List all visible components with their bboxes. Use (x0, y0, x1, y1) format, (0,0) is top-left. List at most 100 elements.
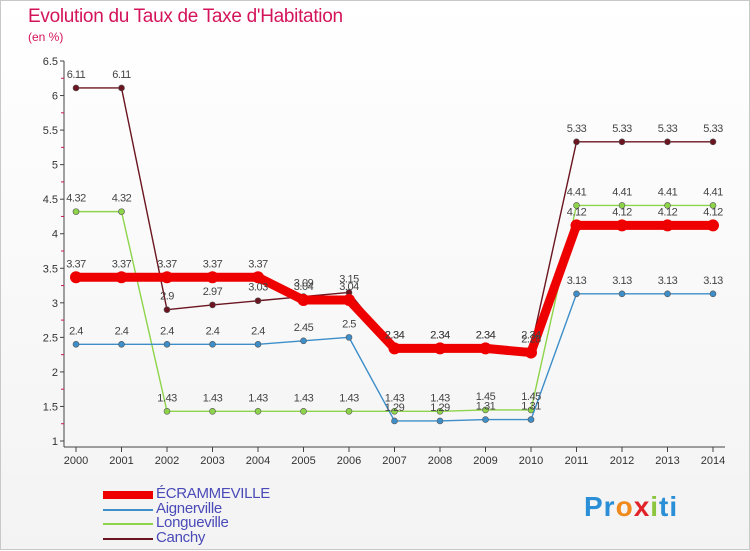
data-point-écrammeville (707, 219, 719, 232)
data-label: 2.9 (160, 291, 174, 303)
data-label: 3.13 (703, 275, 723, 287)
data-point-longueville (391, 407, 398, 415)
data-point-aignerville (573, 290, 580, 298)
data-point-canchy (72, 84, 80, 92)
legend-label: ÉCRAMMEVILLE (156, 485, 270, 502)
data-label: 2.4 (251, 325, 265, 337)
chart-title: Evolution du Taux de Taxe d'Habitation (28, 6, 343, 27)
data-label: 2.34 (521, 329, 541, 341)
data-label: 2.34 (476, 329, 496, 341)
data-label: 1.45 (521, 391, 541, 403)
data-label: 1.43 (248, 392, 268, 404)
logo-letters: o (615, 491, 634, 522)
data-point-canchy (618, 138, 626, 146)
data-label: 1.29 (385, 402, 405, 414)
data-label: 4.12 (703, 206, 723, 218)
data-point-longueville (209, 407, 216, 415)
data-point-aignerville (664, 290, 671, 298)
data-label: 4.41 (703, 186, 723, 198)
data-point-écrammeville (616, 219, 628, 232)
data-point-longueville (664, 202, 671, 209)
y-tick-label: 2.5 (43, 332, 58, 344)
data-label: 4.32 (66, 193, 86, 205)
x-tick-label: 2010 (519, 455, 543, 467)
y-tick-label: 5 (52, 160, 58, 172)
data-label: 5.33 (612, 123, 632, 135)
logo-letters: Pr (584, 491, 616, 522)
legend-swatch (103, 491, 153, 499)
data-point-canchy (664, 138, 671, 146)
data-label: 4.12 (567, 206, 587, 218)
x-tick-label: 2001 (109, 455, 133, 467)
data-label: 3.03 (248, 282, 268, 294)
data-label: 2.97 (203, 286, 223, 298)
data-point-longueville (345, 407, 353, 415)
logo-letters: ti (659, 491, 679, 522)
x-tick-label: 2005 (291, 455, 315, 467)
x-tick-label: 2007 (382, 455, 406, 467)
logo-letters: i (650, 491, 660, 522)
legend-label: Aignerville (156, 499, 222, 517)
data-point-aignerville (163, 340, 171, 348)
data-label: 2.4 (115, 325, 129, 337)
x-tick-label: 2006 (337, 455, 361, 467)
x-tick-label: 2009 (473, 455, 497, 467)
data-label: 1.43 (339, 392, 359, 404)
data-label: 5.33 (703, 123, 723, 135)
logo-letters: x (633, 491, 651, 522)
y-tick-label: 4 (52, 229, 58, 241)
data-point-aignerville (118, 340, 125, 348)
chart-subtitle: (en %) (28, 30, 64, 44)
data-point-écrammeville (343, 294, 355, 307)
y-tick-label: 2 (52, 367, 58, 379)
y-tick-label: 6.5 (43, 56, 58, 68)
data-label: 2.34 (385, 329, 405, 341)
data-label: 2.34 (430, 329, 450, 341)
data-point-canchy (573, 138, 580, 146)
data-label: 6.11 (112, 69, 131, 81)
data-label: 2.4 (206, 325, 220, 337)
data-point-écrammeville (479, 342, 492, 355)
data-point-écrammeville (115, 271, 128, 284)
x-tick-label: 2000 (64, 455, 88, 467)
data-label: 2.34 (385, 329, 405, 341)
y-tick-label: 3 (52, 298, 58, 310)
x-tick-label: 2002 (155, 455, 179, 467)
data-label: 3.13 (612, 275, 632, 287)
data-point-longueville (300, 407, 307, 415)
data-label: 3.37 (157, 258, 177, 270)
legend-label: Canchy (156, 528, 206, 546)
data-point-écrammeville (525, 346, 537, 359)
x-tick-label: 2014 (701, 455, 725, 467)
data-label: 5.33 (658, 123, 678, 135)
data-label: 4.12 (612, 206, 632, 218)
proxiti-logo: Proxiti (584, 491, 678, 523)
data-point-aignerville (709, 290, 717, 298)
data-point-écrammeville (70, 271, 82, 284)
data-point-aignerville (209, 340, 216, 348)
data-label: 3.37 (66, 258, 86, 270)
data-point-canchy (209, 301, 216, 309)
data-label: 1.43 (294, 392, 314, 404)
x-tick-label: 2012 (610, 455, 634, 467)
y-tick-label: 5.5 (43, 125, 58, 137)
data-point-longueville (573, 202, 580, 209)
legend-label: Longueville (156, 514, 229, 531)
data-point-écrammeville (206, 271, 219, 284)
legend-swatch (103, 523, 153, 525)
y-tick-label: 1.5 (43, 401, 58, 413)
data-point-aignerville (436, 417, 444, 425)
data-label: 4.41 (612, 186, 632, 198)
y-tick-label: 3.5 (43, 263, 58, 275)
series-line-longueville (75, 204, 714, 412)
data-label: 2.28 (521, 334, 541, 346)
data-point-écrammeville (570, 219, 583, 232)
data-label: 3.15 (339, 273, 359, 285)
data-point-canchy (709, 138, 717, 146)
data-point-longueville (118, 208, 125, 215)
data-point-aignerville (300, 337, 307, 345)
data-point-longueville (618, 202, 626, 209)
data-label: 3.09 (294, 278, 314, 290)
data-label: 1.31 (521, 401, 541, 413)
